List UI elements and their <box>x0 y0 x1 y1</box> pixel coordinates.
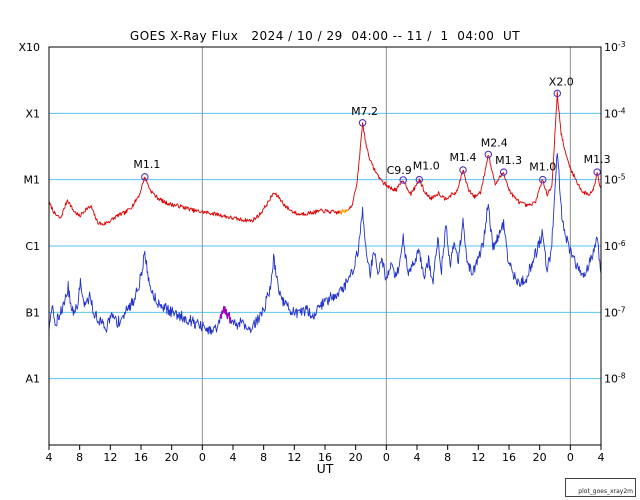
decade-gridlines <box>49 112 601 380</box>
y-right-label: 10-3 <box>604 40 626 54</box>
flare-marker <box>538 175 547 184</box>
x-axis-title: UT <box>316 461 334 476</box>
flare-marker <box>499 168 508 176</box>
y-axis-right: 10-3 10-4 10-5 10-6 10-7 10-8 <box>604 40 626 386</box>
overlay-segment <box>219 306 232 324</box>
x-tick-label: 0 <box>199 451 206 464</box>
flare-label: M1.1 <box>133 158 160 171</box>
x-tick-label: 8 <box>444 451 451 464</box>
x-tick-label: 20 <box>165 451 179 464</box>
flare-label: C9.9 <box>387 164 412 177</box>
x-tick-label: 0 <box>567 451 574 464</box>
flare-label: M1.0 <box>413 160 440 173</box>
y-left-label: A1 <box>25 373 40 386</box>
y-left-label: M1 <box>24 174 41 187</box>
flare-marker <box>553 89 562 98</box>
x-tick-label: 16 <box>318 451 332 464</box>
x-tick-label: 4 <box>230 451 237 464</box>
y-left-label: X1 <box>25 107 40 120</box>
y-axis-left: X10 X1 M1 C1 B1 A1 <box>18 41 40 386</box>
flare-annotations: M1.1M7.2C9.9 M1.0M1.4M2.4M1.3M1.0X2.0M1.3 <box>133 75 611 184</box>
x-tick-label: 8 <box>76 451 83 464</box>
flare-marker <box>141 173 149 181</box>
xray-curves <box>49 91 601 335</box>
watermark-box: plot_goes_xray2m <box>565 478 636 497</box>
day-boundary-lines <box>201 47 571 445</box>
flare-marker <box>399 176 407 184</box>
xray-curve-red <box>49 91 601 226</box>
x-tick-label: 12 <box>471 451 485 464</box>
x-tick-label: 0 <box>383 451 390 464</box>
flare-marker <box>484 150 493 159</box>
y-left-label: X10 <box>18 41 40 54</box>
flare-label: M7.2 <box>351 105 378 118</box>
y-left-label: C1 <box>25 240 40 253</box>
flare-marker <box>593 168 601 176</box>
x-tick-label: 4 <box>414 451 421 464</box>
x-tick-label: 20 <box>533 451 547 464</box>
y-right-label: 10-6 <box>604 239 626 253</box>
x-tick-label: 16 <box>134 451 148 464</box>
flare-marker <box>358 119 367 127</box>
flare-label: M1.3 <box>495 154 522 167</box>
flare-label: X2.0 <box>549 75 574 88</box>
overlay-segment <box>339 208 349 216</box>
watermark-text: plot_goes_xray2m <box>578 488 633 495</box>
xray-curve-blue <box>49 153 601 335</box>
flare-marker <box>415 175 424 184</box>
chart-title: GOES X-Ray Flux 2024 / 10 / 29 04:00 -- … <box>129 29 521 43</box>
x-tick-label: 8 <box>260 451 267 464</box>
x-tick-label: 12 <box>103 451 117 464</box>
y-right-label: 10-4 <box>604 106 626 120</box>
flare-marker <box>459 166 467 174</box>
y-right-label: 10-8 <box>604 372 626 386</box>
x-tick-label: 16 <box>502 451 516 464</box>
x-tick-label: 12 <box>287 451 301 464</box>
y-right-label: 10-7 <box>604 305 626 319</box>
y-left-label: B1 <box>25 306 40 319</box>
flare-label: M1.3 <box>584 153 611 166</box>
flare-label: M1.4 <box>450 151 477 164</box>
x-tick-label: 4 <box>598 451 605 464</box>
flare-label: M1.0 <box>529 161 556 174</box>
x-axis: 4 8 12 16 20 0 4 8 12 16 20 0 4 8 12 16 20 0 4 <box>46 445 605 464</box>
flare-label: M2.4 <box>481 136 508 149</box>
x-tick-label: 20 <box>349 451 363 464</box>
y-right-label: 10-5 <box>604 173 626 187</box>
x-tick-label: 4 <box>46 451 53 464</box>
